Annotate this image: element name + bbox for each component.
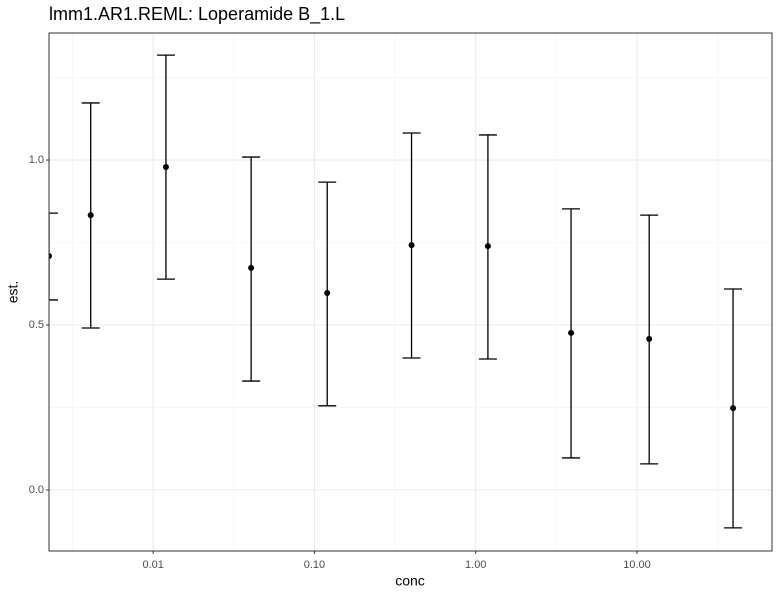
x-tick-label: 0.01 <box>142 559 163 571</box>
y-tick-label: 1.0 <box>29 154 44 166</box>
point <box>484 243 491 250</box>
point <box>646 335 653 342</box>
x-tick-label: 0.10 <box>304 559 325 571</box>
plot-marks <box>49 54 743 529</box>
point <box>248 264 255 271</box>
y-tick-label: 0.5 <box>29 319 44 331</box>
grid <box>49 33 772 551</box>
chart-title: lmm1.AR1.REML: Loperamide B_1.L <box>49 4 345 25</box>
point <box>162 163 169 170</box>
x-axis-label: conc <box>395 573 425 589</box>
point <box>568 329 575 336</box>
point <box>324 289 331 296</box>
point <box>87 212 94 219</box>
y-axis-label: est. <box>5 281 21 304</box>
point <box>49 253 52 260</box>
y-tick-label: 0.0 <box>29 484 44 496</box>
x-tick-label: 1.00 <box>465 559 486 571</box>
panel-border <box>48 32 773 552</box>
point <box>730 405 737 412</box>
x-tick-label: 10.00 <box>623 559 651 571</box>
point <box>408 242 415 249</box>
